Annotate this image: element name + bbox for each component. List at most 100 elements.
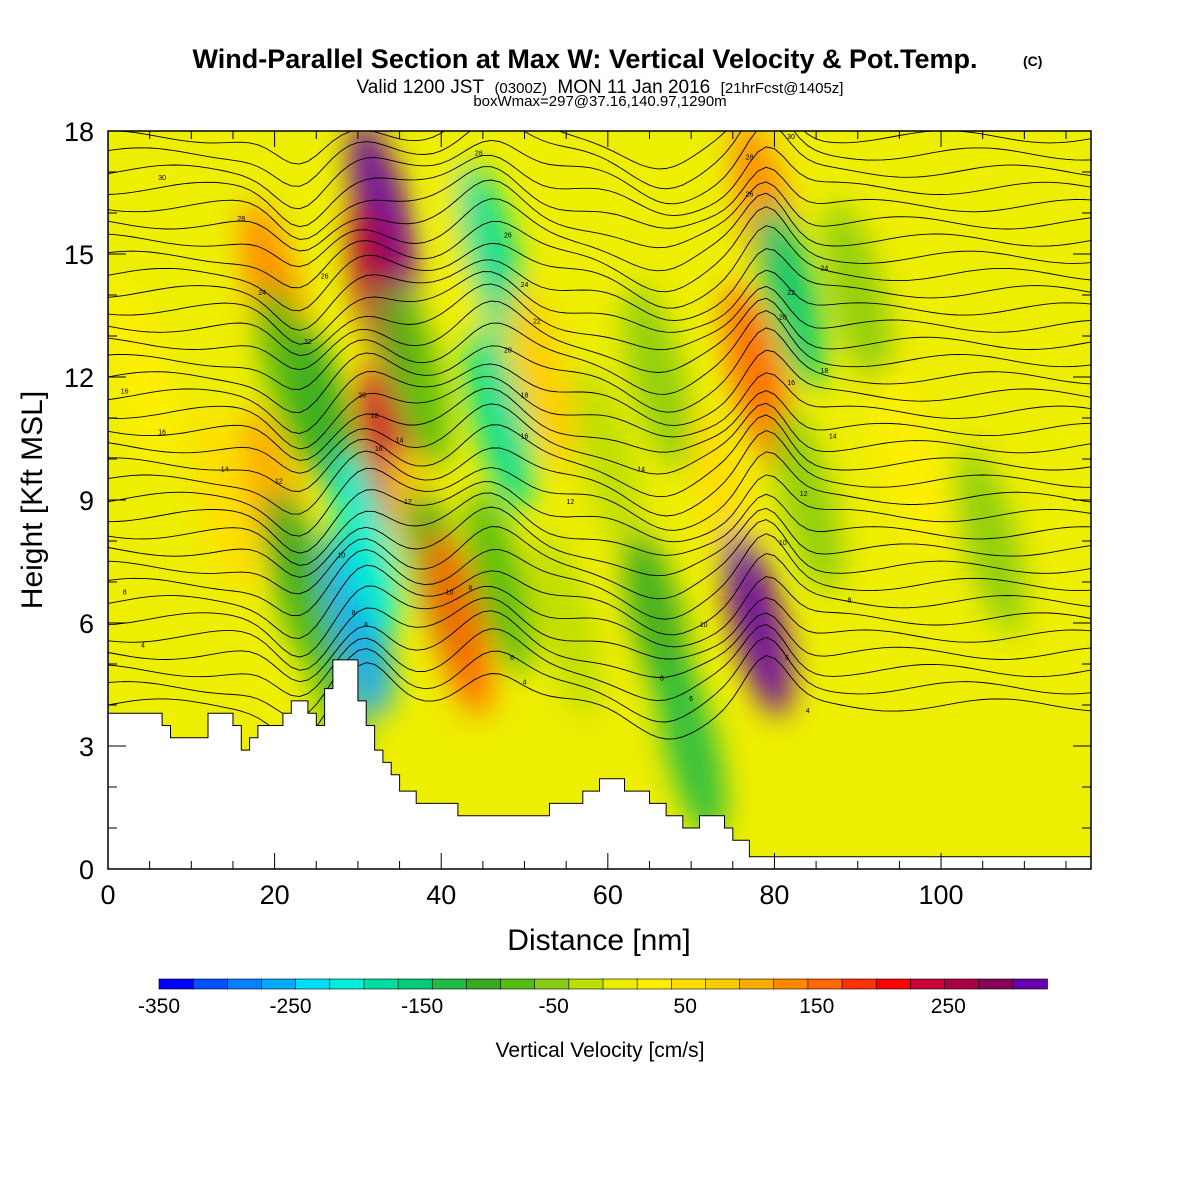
colorbar-swatch-17 [739, 978, 775, 990]
theta-contour-31 [108, 131, 1091, 210]
theta-contour-24 [108, 248, 1091, 331]
colorbar-swatch-8 [431, 978, 468, 990]
contour-label-31: 14 [637, 466, 645, 473]
contour-label-35: 28 [746, 155, 754, 162]
contour-label-9: 16 [375, 446, 383, 453]
theta-contour-16 [108, 387, 1091, 461]
colorbar-swatch-21 [875, 978, 912, 990]
velocity-cell-0 [108, 284, 176, 470]
terrain-mask [108, 659, 1091, 869]
colorbar-tick-label: 50 [674, 995, 697, 1018]
contour-label-5: 20 [358, 393, 366, 400]
colorbar-label: Vertical Velocity [cm/s] [496, 1039, 705, 1062]
velocity-cell-33 [823, 202, 892, 388]
contour-label-3: 24 [258, 290, 266, 297]
colorbar-swatch-2 [227, 978, 263, 990]
contour-label-11: 14 [396, 438, 404, 445]
theta-contour-10 [108, 492, 1091, 566]
theta-contour-13 [108, 430, 1091, 517]
velocity-cell-16 [423, 530, 493, 716]
contour-label-14: 10 [337, 552, 345, 559]
theta-contour-14 [108, 414, 1091, 498]
colorbar-swatch-9 [466, 978, 502, 990]
contour-label-16: 8 [352, 610, 356, 617]
velocity-cell-9 [332, 448, 401, 634]
theta-contour-22 [108, 283, 1091, 357]
contour-label-46: 8 [847, 598, 851, 605]
subtitle-forecast-info: [21hrFcst@1405z] [721, 80, 844, 97]
colorbar-tick-label: -250 [270, 995, 312, 1018]
theta-contour-11 [108, 474, 1091, 554]
x-axis-label: Distance [nm] [507, 924, 690, 957]
colorbar-swatch-5 [329, 978, 365, 990]
contour-label-10: 14 [221, 466, 229, 473]
theta-contour-30 [108, 146, 1091, 228]
contour-label-39: 22 [787, 290, 795, 297]
theta-contour-29 [108, 166, 1091, 240]
colorbar-swatch-3 [261, 978, 297, 990]
y-axis-label: Height [Kft MSL] [16, 391, 49, 609]
contour-label-23: 28 [475, 151, 483, 158]
theta-contour-3 [108, 610, 1091, 683]
colorbar-swatch-4 [295, 978, 331, 990]
colorbar-tick-label: -350 [138, 995, 180, 1018]
theta-contour-19 [108, 327, 1091, 414]
contour-label-47: 6 [785, 655, 789, 662]
contour-label-33: 8 [660, 675, 664, 682]
subtitle-utc-time: (0300Z) [494, 80, 547, 97]
colorbar-swatch-19 [807, 978, 843, 990]
theta-contour-9 [108, 506, 1091, 578]
x-tick-label: 0 [100, 880, 115, 910]
contour-labels: 30 28 26 24 22 20 18 16 16 16 14 14 12 12 10 8 8 6 4 10 8 6 4 2… [121, 134, 852, 715]
contour-label-0: 30 [158, 175, 166, 182]
y-tick-label: 15 [64, 240, 94, 270]
x-tick-label: 40 [426, 880, 456, 910]
contour-label-18: 4 [141, 643, 145, 650]
contour-label-4: 22 [304, 339, 312, 346]
contour-label-30: 12 [566, 499, 574, 506]
colorbar-swatch-13 [602, 978, 638, 990]
velocity-cell-19 [465, 325, 534, 511]
velocity-cell-24 [623, 284, 692, 470]
contour-label-42: 16 [787, 380, 795, 387]
theta-contour-8 [108, 519, 1091, 600]
colorbar-swatch-24 [978, 978, 1014, 990]
x-tick-label: 100 [919, 880, 964, 910]
contour-label-28: 18 [521, 393, 529, 400]
colorbar-swatch-11 [534, 978, 570, 990]
theta-contour-21 [108, 297, 1091, 373]
contour-label-20: 8 [468, 585, 472, 592]
contour-label-22: 4 [523, 680, 527, 687]
contour-label-13: 12 [404, 499, 412, 506]
velocity-cell-10 [348, 131, 418, 306]
theta-contour-18 [108, 349, 1091, 434]
velocity-cell-28 [723, 530, 792, 716]
contour-label-45: 10 [779, 540, 787, 547]
contour-label-2: 26 [321, 274, 329, 281]
contour-label-29: 16 [521, 434, 529, 441]
theta-contour-25 [108, 225, 1091, 312]
y-tick-label: 3 [79, 732, 94, 762]
theta-contour-28 [108, 179, 1091, 252]
colorbar-tick-label: -150 [401, 995, 443, 1018]
chart-title: Wind-Parallel Section at Max W: Vertical… [193, 44, 978, 74]
x-axis-ticks: 0 20 40 60 80 100 [100, 131, 1067, 910]
contour-label-48: 4 [806, 708, 810, 715]
colorbar-swatch-10 [500, 978, 536, 990]
theta-contour-2 [108, 624, 1091, 702]
colorbar-tick-label: 150 [799, 995, 834, 1018]
colorbar-swatch-1 [192, 978, 229, 990]
y-axis-ticks: 0 3 6 9 12 15 18 [64, 117, 1091, 885]
contour-label-41: 18 [821, 368, 829, 375]
plot-area: 30 28 26 24 22 20 18 16 16 16 14 14 12 12 10 8 8 6 4 10 8 6 4 2… [108, 131, 1091, 869]
contour-label-15: 8 [123, 589, 127, 596]
contour-label-27: 20 [504, 347, 512, 354]
y-tick-label: 0 [79, 855, 94, 885]
velocity-cell-22 [532, 530, 601, 716]
colorbar-swatch-7 [397, 978, 434, 990]
theta-contour-32 [108, 131, 1091, 190]
velocity-cell-21 [507, 284, 576, 470]
y-tick-label: 12 [64, 363, 94, 393]
subtitle-valid-time: Valid 1200 JST [357, 77, 485, 98]
